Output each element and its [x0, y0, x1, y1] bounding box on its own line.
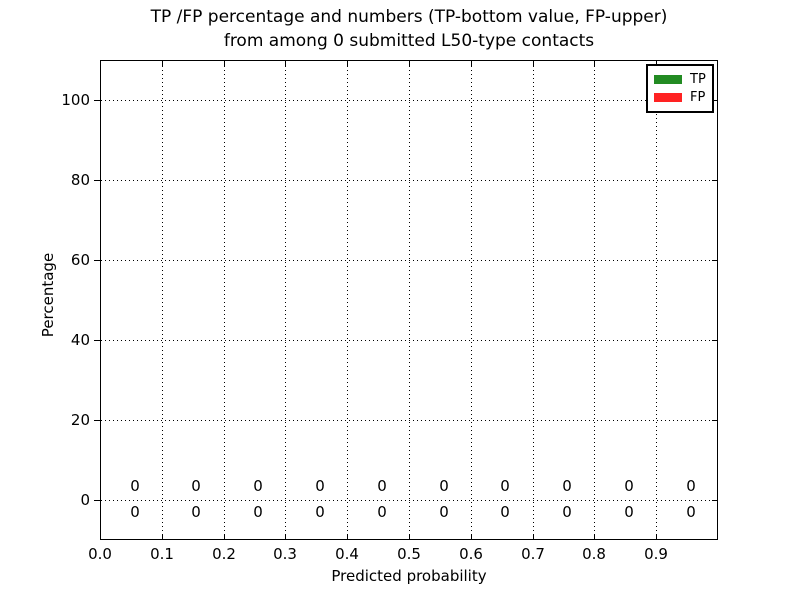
y-tick-label: 60: [70, 251, 90, 269]
fp-count-label: 0: [130, 477, 140, 495]
y-tick-label: 40: [70, 331, 90, 349]
gridline-x-0.1: [162, 61, 163, 539]
fp-count-label: 0: [686, 477, 696, 495]
tp-count-label: 0: [500, 503, 510, 521]
fp-count-label: 0: [253, 477, 263, 495]
legend-label-tp: TP: [690, 72, 706, 87]
x-tick-label: 0.9: [644, 545, 668, 563]
chart-title: TP /FP percentage and numbers (TP-bottom…: [100, 5, 718, 53]
x-tick-top: [162, 61, 163, 66]
y-tick-right: [712, 100, 717, 101]
tp-count-label: 0: [191, 503, 201, 521]
x-tick-label: 0.7: [521, 545, 545, 563]
y-tick-right: [712, 340, 717, 341]
chart-title-line2: from among 0 submitted L50-type contacts: [223, 31, 595, 51]
y-tick-left: [94, 180, 100, 181]
y-tick-left: [94, 100, 100, 101]
gridline-x-0.5: [409, 61, 410, 539]
x-tick-bottom: [409, 534, 410, 539]
gridline-x-0.8: [594, 61, 595, 539]
gridline-x-0.4: [347, 61, 348, 539]
tp-count-label: 0: [315, 503, 325, 521]
x-tick-bottom: [533, 534, 534, 539]
x-tick-top: [533, 61, 534, 66]
y-tick-left: [94, 340, 100, 341]
x-tick-top: [594, 61, 595, 66]
gridline-x-0.9: [656, 61, 657, 539]
y-tick-label: 20: [70, 411, 90, 429]
y-tick-right: [712, 180, 717, 181]
x-tick-bottom: [471, 534, 472, 539]
gridline-x-0.6: [471, 61, 472, 539]
y-tick-right: [712, 420, 717, 421]
x-tick-label: 0.3: [273, 545, 297, 563]
x-tick-bottom: [656, 534, 657, 539]
tp-count-label: 0: [377, 503, 387, 521]
legend-item-tp: TP: [654, 73, 712, 86]
x-axis-label: Predicted probability: [331, 567, 487, 585]
x-tick-label: 0.8: [582, 545, 606, 563]
x-tick-top: [347, 61, 348, 66]
gridline-x-0.3: [285, 61, 286, 539]
x-tick-bottom: [347, 534, 348, 539]
x-tick-label: 0.6: [459, 545, 483, 563]
y-tick-label: 0: [80, 491, 90, 509]
fp-count-label: 0: [500, 477, 510, 495]
legend-label-fp: FP: [690, 90, 706, 105]
x-tick-bottom: [224, 534, 225, 539]
fp-count-label: 0: [624, 477, 634, 495]
x-tick-label: 0.4: [335, 545, 359, 563]
x-tick-top: [409, 61, 410, 66]
legend-swatch-fp-icon: [654, 93, 682, 102]
x-tick-bottom: [100, 534, 101, 539]
x-tick-bottom: [594, 534, 595, 539]
x-tick-label: 0.5: [397, 545, 421, 563]
y-tick-label: 100: [61, 91, 90, 109]
fp-count-label: 0: [315, 477, 325, 495]
x-tick-top: [285, 61, 286, 66]
tp-count-label: 0: [130, 503, 140, 521]
y-tick-left: [94, 420, 100, 421]
fp-count-label: 0: [562, 477, 572, 495]
legend: TP FP: [646, 64, 714, 113]
x-tick-top: [471, 61, 472, 66]
y-tick-left: [94, 260, 100, 261]
fp-count-label: 0: [191, 477, 201, 495]
x-tick-top: [656, 61, 657, 66]
gridline-x-0.7: [533, 61, 534, 539]
x-tick-label: 0.0: [88, 545, 112, 563]
gridline-x-0.2: [224, 61, 225, 539]
y-tick-left: [94, 500, 100, 501]
y-tick-right: [712, 500, 717, 501]
tp-count-label: 0: [562, 503, 572, 521]
legend-swatch-tp-icon: [654, 75, 682, 84]
tp-count-label: 0: [253, 503, 263, 521]
tp-count-label: 0: [439, 503, 449, 521]
y-tick-label: 80: [70, 171, 90, 189]
legend-item-fp: FP: [654, 91, 712, 104]
y-tick-right: [712, 260, 717, 261]
chart-title-line1: TP /FP percentage and numbers (TP-bottom…: [150, 7, 668, 27]
tp-count-label: 0: [686, 503, 696, 521]
x-tick-top: [100, 61, 101, 66]
x-tick-top: [224, 61, 225, 66]
plot-area: [100, 60, 718, 540]
x-tick-bottom: [162, 534, 163, 539]
x-tick-bottom: [285, 534, 286, 539]
x-tick-label: 0.2: [212, 545, 236, 563]
fp-count-label: 0: [439, 477, 449, 495]
fp-count-label: 0: [377, 477, 387, 495]
x-tick-label: 0.1: [150, 545, 174, 563]
tp-count-label: 0: [624, 503, 634, 521]
